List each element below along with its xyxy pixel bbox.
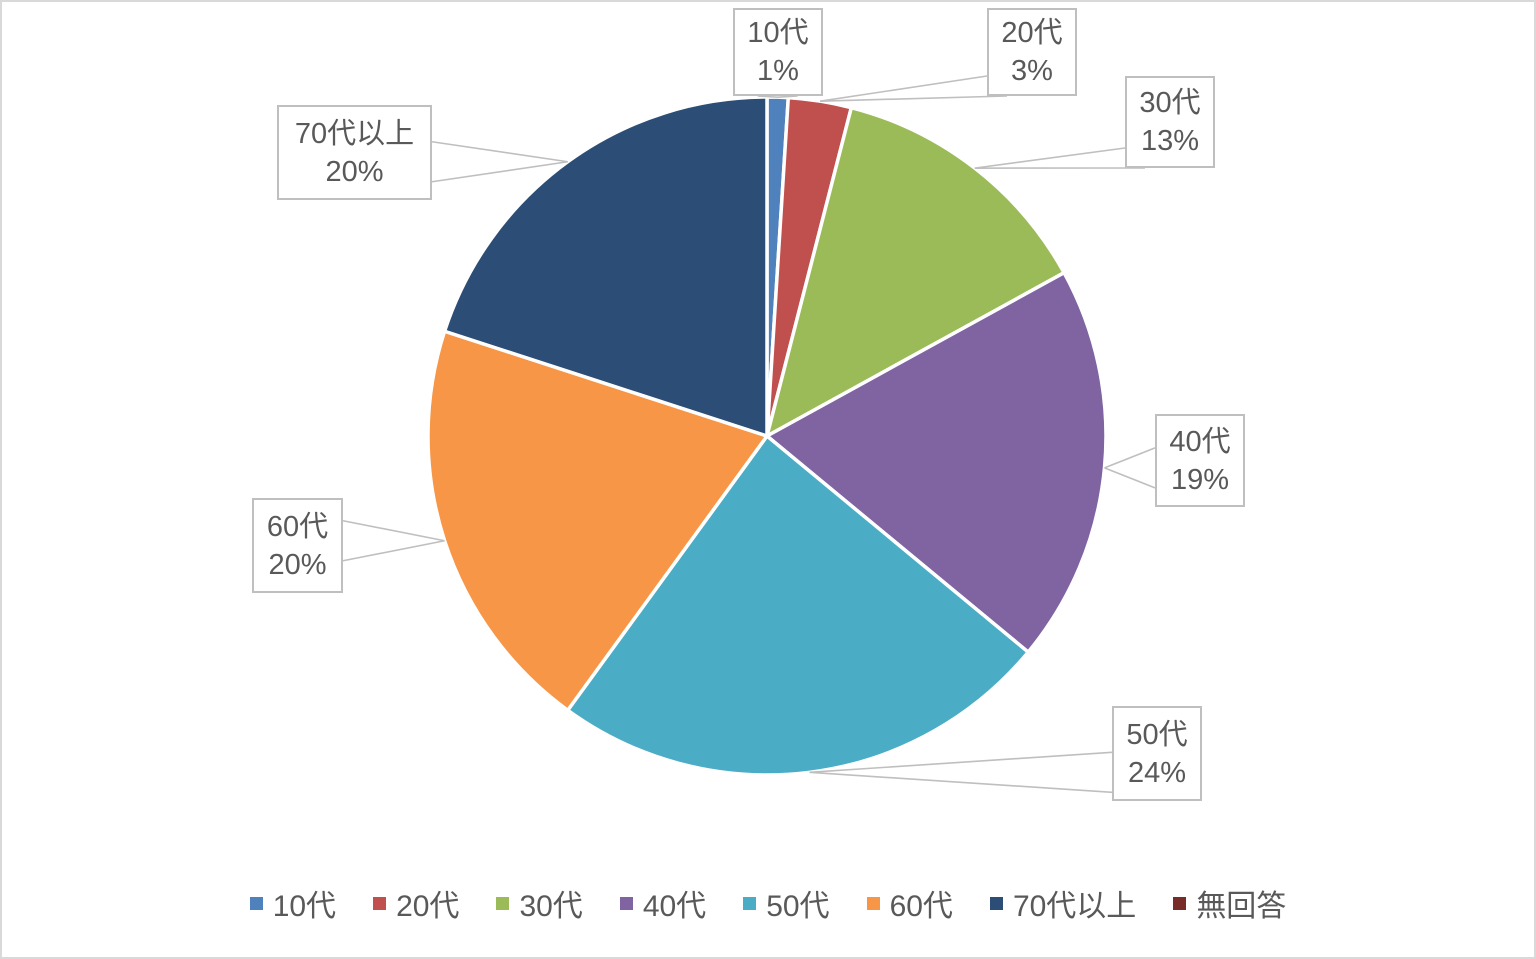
pie-slice-4 <box>565 434 1030 777</box>
legend-marker-icon <box>496 896 510 910</box>
legend-label: 40代 <box>642 890 707 923</box>
data-label-value: 1% <box>757 55 799 87</box>
data-label-callout-6: 70代以上 20% <box>277 105 432 200</box>
data-label-category: 70代以上 <box>294 117 415 150</box>
pie-slice-3 <box>765 270 1108 654</box>
legend-label: 10代 <box>272 890 337 923</box>
legend-item-7: 無回答 <box>1173 881 1286 925</box>
data-label-category: 30代 <box>1139 87 1201 119</box>
legend-marker-icon <box>1173 896 1187 910</box>
legend-marker-icon <box>866 896 880 910</box>
legend-item-2: 30代 <box>496 881 583 925</box>
legend-item-4: 50代 <box>743 881 830 925</box>
legend-marker-icon <box>989 896 1003 910</box>
legend-label: 20代 <box>396 890 460 923</box>
data-label-callout-5: 60代 20% <box>252 498 343 593</box>
data-label-value: 24% <box>1127 756 1187 789</box>
data-label-callout-2: 30代 13% <box>1125 76 1215 168</box>
data-label-value: 20% <box>325 155 384 188</box>
legend-label: 30代 <box>519 890 583 923</box>
legend-marker-icon <box>743 896 757 910</box>
legend-label: 50代 <box>766 890 830 923</box>
leader-line-3 <box>1104 447 1156 469</box>
data-label-category: 40代 <box>1169 425 1231 458</box>
data-label-callout-3: 40代 19% <box>1155 414 1245 507</box>
leader-line-6 <box>431 140 568 163</box>
leader-line-2 <box>974 147 1126 169</box>
leader-line-1 <box>819 75 988 102</box>
leader-lines <box>342 75 1156 794</box>
data-label-value: 3% <box>1011 55 1053 87</box>
legend-marker-icon <box>373 896 387 910</box>
leader-line-4 <box>809 771 1113 794</box>
leader-line-0 <box>757 95 778 98</box>
leader-line-5 <box>342 519 445 542</box>
data-label-category: 10代 <box>747 17 809 49</box>
pie-slices <box>426 95 1108 777</box>
legend-item-3: 40代 <box>619 881 707 925</box>
legend-marker-icon <box>249 896 263 910</box>
data-label-callout-1: 20代 3% <box>987 8 1077 96</box>
data-label-value: 19% <box>1170 463 1230 496</box>
leader-line-6 <box>431 160 568 183</box>
pie-slice-2 <box>765 105 1066 438</box>
leader-line-0 <box>777 95 798 98</box>
data-label-category: 60代 <box>266 510 329 543</box>
legend: 10代 20代 30代 40代 50代 60代 70代以上 無回答 <box>0 878 1536 928</box>
data-label-value: 13% <box>1140 125 1200 157</box>
pie-slice-6 <box>442 95 769 438</box>
legend-marker-icon <box>619 896 633 910</box>
legend-label: 無回答 <box>1196 890 1287 923</box>
leader-line-3 <box>1104 467 1156 489</box>
leader-line-1 <box>820 95 1008 102</box>
leader-line-4 <box>809 751 1113 774</box>
data-label-category: 20代 <box>1001 17 1063 49</box>
legend-item-1: 20代 <box>373 881 459 925</box>
legend-label: 70代以上 <box>1012 890 1137 923</box>
leader-line-5 <box>342 539 445 562</box>
legend-label: 60代 <box>889 890 953 923</box>
legend-item-0: 10代 <box>249 881 337 925</box>
legend-item-5: 60代 <box>866 881 953 925</box>
legend-item-6: 70代以上 <box>989 881 1137 925</box>
data-label-callout-0: 10代 1% <box>733 8 823 96</box>
data-label-value: 20% <box>268 548 327 581</box>
data-label-callout-4: 50代 24% <box>1112 706 1202 801</box>
data-label-category: 50代 <box>1126 718 1188 751</box>
